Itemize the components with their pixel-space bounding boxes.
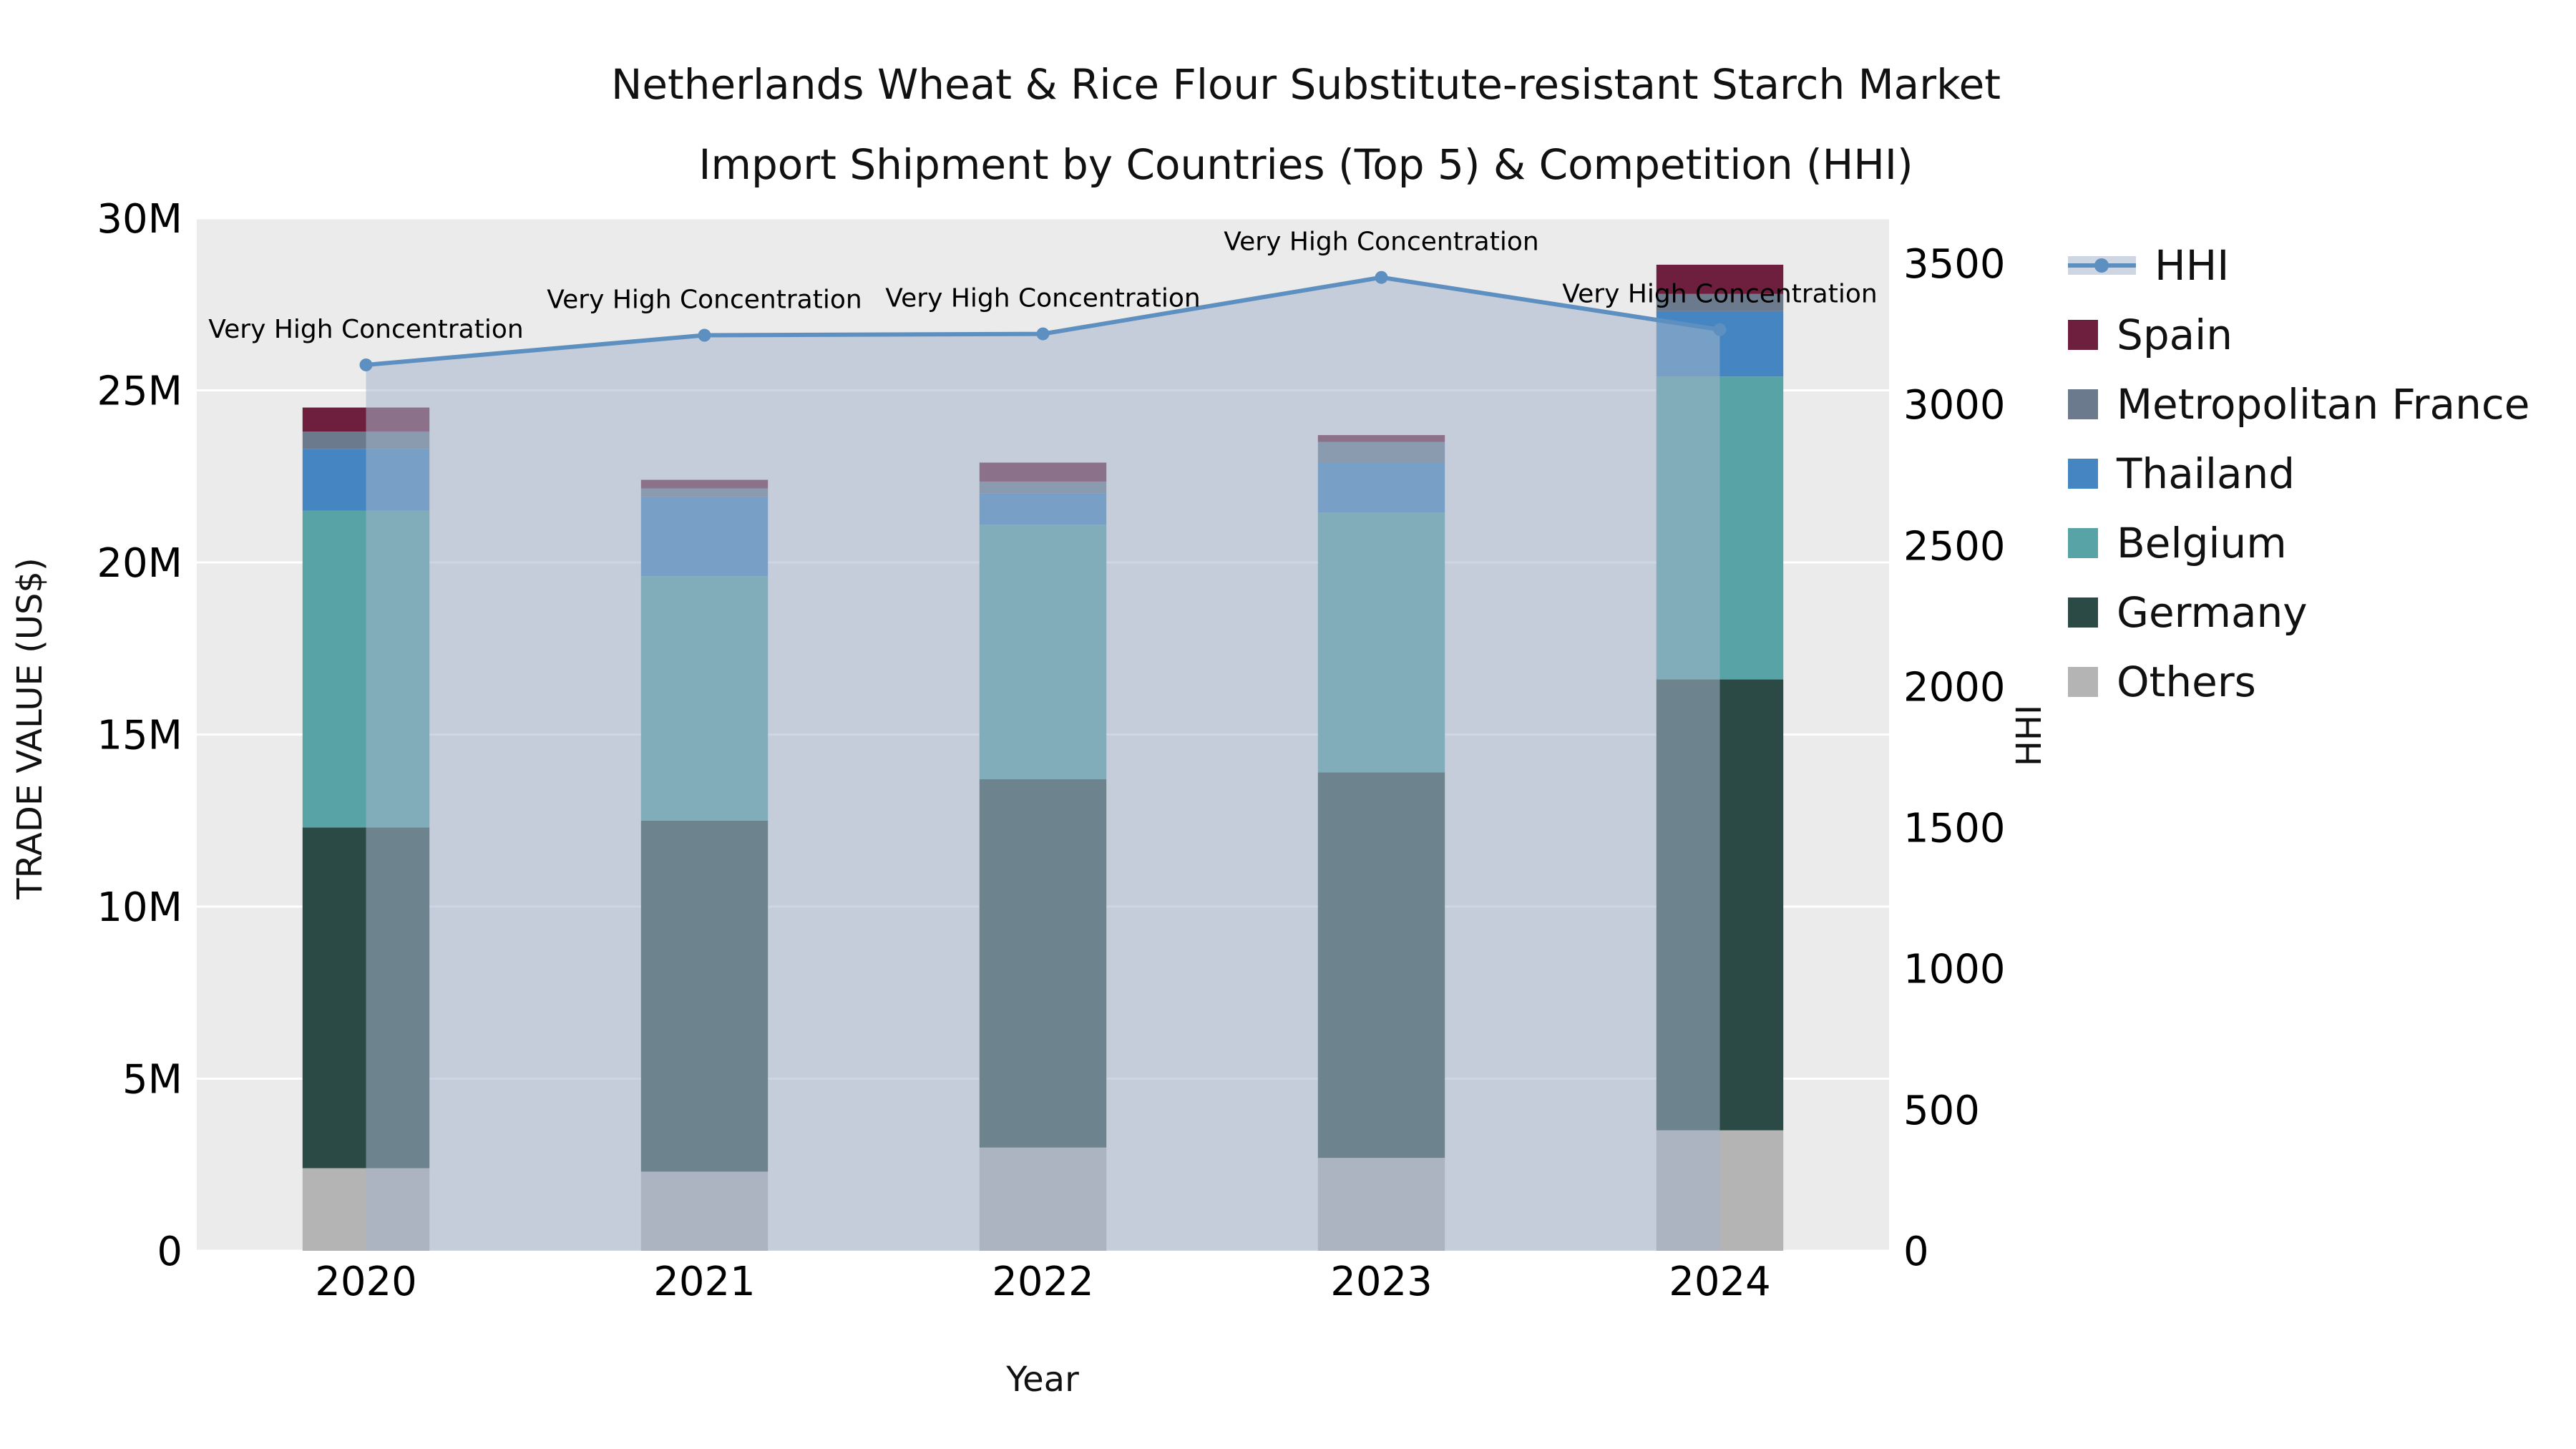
legend-item-others[interactable]: Others bbox=[2068, 647, 2529, 716]
legend-label-spain: Spain bbox=[2117, 310, 2233, 359]
x-tick-2024: 2024 bbox=[1669, 1259, 1771, 1305]
annotation-2021: Very High Concentration bbox=[547, 286, 862, 315]
y-axis-title-left: TRADE VALUE (US$) bbox=[10, 557, 50, 899]
annotation-2023: Very High Concentration bbox=[1224, 228, 1538, 257]
legend-item-belgium[interactable]: Belgium bbox=[2068, 508, 2529, 577]
legend: HHI Spain Metropolitan France Thailand Belgi… bbox=[2068, 230, 2529, 716]
spain-swatch-icon bbox=[2068, 319, 2098, 350]
annotation-2024: Very High Concentration bbox=[1562, 280, 1877, 309]
y-right-tick-1500: 1500 bbox=[1903, 806, 2006, 852]
hhi-legend-line-icon bbox=[2068, 255, 2136, 275]
y-right-tick-3000: 3000 bbox=[1903, 382, 2006, 429]
metropolitan-france-swatch-icon bbox=[2068, 389, 2098, 419]
legend-label-others: Others bbox=[2117, 657, 2256, 706]
x-tick-2023: 2023 bbox=[1330, 1259, 1433, 1305]
hhi-marker-2024 bbox=[1713, 323, 1727, 336]
legend-item-hhi[interactable]: HHI bbox=[2068, 230, 2529, 300]
y-left-tick-30M: 30M bbox=[97, 196, 182, 243]
y-left-tick-10M: 10M bbox=[97, 884, 182, 931]
thailand-swatch-icon bbox=[2068, 458, 2098, 489]
legend-label-thailand: Thailand bbox=[2117, 449, 2296, 498]
hhi-marker-2022 bbox=[1036, 327, 1050, 341]
legend-item-thailand[interactable]: Thailand bbox=[2068, 439, 2529, 508]
y-left-tick-5M: 5M bbox=[122, 1057, 182, 1103]
bar-segment-spain-2024 bbox=[1656, 264, 1784, 294]
y-left-tick-15M: 15M bbox=[97, 713, 182, 759]
annotation-2022: Very High Concentration bbox=[885, 284, 1200, 313]
chart-title: Netherlands Wheat & Rice Flour Substitut… bbox=[0, 44, 2576, 205]
hhi-marker-2023 bbox=[1375, 270, 1388, 284]
x-tick-2022: 2022 bbox=[992, 1259, 1094, 1305]
x-tick-2020: 2020 bbox=[315, 1259, 417, 1305]
others-swatch-icon bbox=[2068, 666, 2098, 697]
y-left-tick-25M: 25M bbox=[97, 369, 182, 415]
y-axis-title-right: HHI bbox=[2009, 704, 2049, 767]
germany-swatch-icon bbox=[2068, 597, 2098, 628]
legend-item-germany[interactable]: Germany bbox=[2068, 577, 2529, 647]
y-right-tick-0: 0 bbox=[1903, 1229, 1929, 1275]
x-tick-2021: 2021 bbox=[653, 1259, 756, 1305]
hhi-area bbox=[366, 277, 1720, 1251]
x-axis-title: Year bbox=[1006, 1360, 1079, 1400]
y-left-tick-0: 0 bbox=[157, 1229, 182, 1275]
legend-label-metropolitan-france: Metropolitan France bbox=[2117, 379, 2530, 429]
legend-item-spain[interactable]: Spain bbox=[2068, 300, 2529, 369]
hhi-marker-2021 bbox=[698, 328, 711, 342]
legend-label-belgium: Belgium bbox=[2117, 518, 2287, 567]
legend-label-hhi: HHI bbox=[2155, 240, 2230, 290]
hhi-marker-2020 bbox=[359, 358, 373, 371]
annotation-2020: Very High Concentration bbox=[208, 315, 523, 344]
bar-segment-metropolitan-france-2024 bbox=[1656, 293, 1784, 311]
chart-title-line2: Import Shipment by Countries (Top 5) & C… bbox=[698, 140, 1913, 189]
y-right-tick-500: 500 bbox=[1903, 1088, 1980, 1134]
y-right-tick-3500: 3500 bbox=[1903, 241, 2006, 288]
legend-label-germany: Germany bbox=[2117, 587, 2308, 637]
y-left-tick-20M: 20M bbox=[97, 540, 182, 587]
y-right-tick-2000: 2000 bbox=[1903, 664, 2006, 711]
legend-item-metropolitan-france[interactable]: Metropolitan France bbox=[2068, 369, 2529, 439]
y-right-tick-2500: 2500 bbox=[1903, 523, 2006, 570]
chart-title-line1: Netherlands Wheat & Rice Flour Substitut… bbox=[610, 60, 2001, 109]
belgium-swatch-icon bbox=[2068, 527, 2098, 558]
y-right-tick-1000: 1000 bbox=[1903, 947, 2006, 993]
